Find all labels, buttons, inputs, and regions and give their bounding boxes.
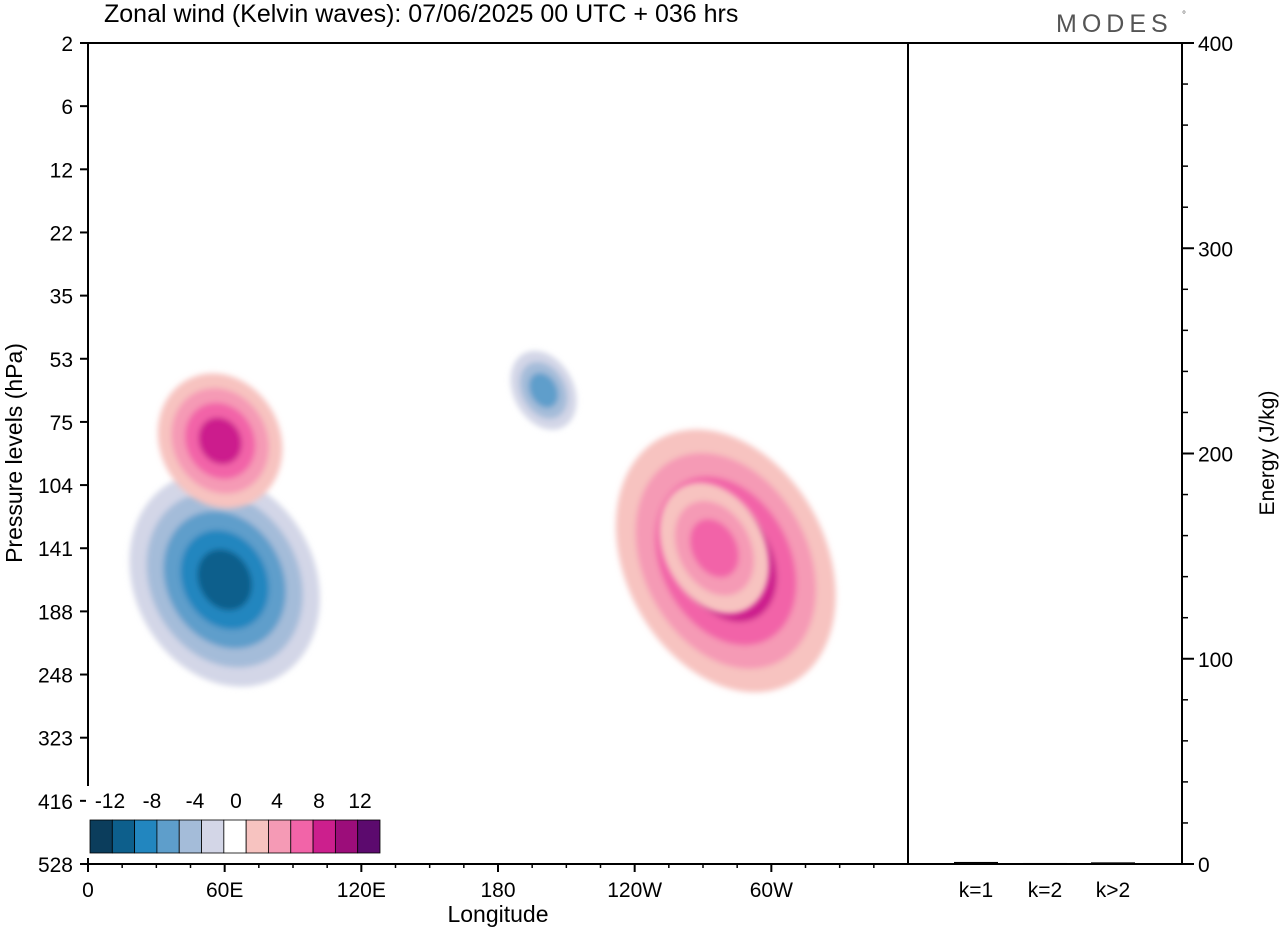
longitude-axis: 0 60E 120E 180 120W 60W bbox=[82, 864, 875, 902]
colorbar-label: 4 bbox=[271, 790, 283, 813]
y-tick-label: 248 bbox=[38, 665, 73, 688]
energy-bar-label: k=1 bbox=[959, 879, 993, 902]
colorbar-swatch bbox=[334, 819, 359, 854]
contour-feature bbox=[157, 373, 283, 509]
colorbar-swatch bbox=[357, 819, 381, 854]
colorbar-swatch bbox=[134, 819, 158, 854]
y-tick-label: 53 bbox=[50, 349, 73, 372]
y-tick-label: 416 bbox=[38, 791, 73, 814]
y-axis-title: Pressure levels (hPa) bbox=[1, 343, 27, 563]
colorbar-swatch bbox=[178, 819, 202, 854]
x-tick-label: 60E bbox=[206, 879, 243, 902]
x-axis-title: Longitude bbox=[447, 901, 548, 927]
y-tick-label: 35 bbox=[50, 286, 73, 309]
contour-band bbox=[528, 372, 559, 408]
contour-feature bbox=[659, 482, 770, 614]
y-tick-label: 141 bbox=[38, 538, 73, 561]
energy-tick-label: 0 bbox=[1198, 854, 1210, 877]
colorbar-label: 8 bbox=[313, 790, 325, 813]
y-tick-label: 323 bbox=[38, 728, 73, 751]
colorbar-swatch bbox=[312, 819, 336, 854]
pressure-axis: 2 6 12 22 35 53 75 104 141 188 248 323 416 528 bbox=[38, 33, 88, 877]
contour-band bbox=[197, 549, 252, 611]
x-tick-label: 180 bbox=[480, 879, 515, 902]
contour-feature bbox=[129, 472, 320, 687]
energy-axis-title: Energy (J/kg) bbox=[1256, 391, 1279, 516]
energy-bar bbox=[954, 861, 998, 864]
energy-tick-label: 200 bbox=[1198, 444, 1233, 467]
colorbar-label: -4 bbox=[186, 790, 205, 813]
y-tick-label: 6 bbox=[61, 96, 73, 119]
y-tick-label: 104 bbox=[38, 475, 73, 498]
y-tick-label: 528 bbox=[38, 854, 73, 877]
colorbar-label: 12 bbox=[348, 790, 371, 813]
brand-mark: ° bbox=[1182, 10, 1186, 21]
energy-bar-label: k>2 bbox=[1096, 879, 1130, 902]
y-tick-label: 12 bbox=[50, 159, 73, 182]
y-tick-label: 188 bbox=[38, 601, 73, 624]
energy-bar bbox=[1023, 862, 1067, 865]
colorbar-legend: -12 -8 -4 0 4 8 12 bbox=[86, 786, 384, 858]
contour-band bbox=[689, 519, 739, 578]
colorbar-swatch bbox=[268, 819, 292, 854]
energy-bars: k=1 k=2 k>2 bbox=[954, 861, 1135, 902]
brand-text: MODES bbox=[1056, 10, 1173, 38]
energy-bar-label: k=2 bbox=[1028, 879, 1062, 902]
colorbar-swatch bbox=[89, 819, 113, 854]
colorbar-label: -12 bbox=[95, 790, 125, 813]
colorbar-swatch bbox=[290, 819, 314, 854]
colorbar-swatch bbox=[156, 819, 180, 854]
colorbar-label: -8 bbox=[143, 790, 162, 813]
chart-title: Zonal wind (Kelvin waves): 07/06/2025 00… bbox=[104, 0, 738, 28]
y-tick-label: 22 bbox=[50, 222, 73, 245]
energy-tick-label: 300 bbox=[1198, 238, 1233, 261]
energy-panel-frame bbox=[907, 42, 1183, 865]
hovmoller-contours bbox=[129, 350, 836, 693]
x-tick-label: 120E bbox=[337, 879, 386, 902]
x-tick-label: 60W bbox=[750, 879, 793, 902]
contour-band bbox=[198, 417, 242, 465]
brand-logo: MODES ° bbox=[1056, 10, 1186, 38]
y-tick-label: 75 bbox=[50, 412, 73, 435]
x-tick-label: 0 bbox=[82, 879, 94, 902]
colorbar-swatch bbox=[245, 819, 269, 854]
colorbar-swatch bbox=[223, 819, 247, 854]
contour-feature bbox=[510, 350, 577, 430]
y-tick-label: 2 bbox=[61, 33, 73, 56]
colorbar-label: 0 bbox=[230, 790, 242, 813]
colorbar-swatch bbox=[201, 819, 225, 854]
energy-tick-label: 100 bbox=[1198, 649, 1233, 672]
energy-axis: 0 100 200 300 400 bbox=[1182, 33, 1233, 877]
colorbar-swatch bbox=[111, 819, 136, 854]
energy-bar bbox=[1091, 862, 1135, 864]
x-tick-label: 120W bbox=[607, 879, 662, 902]
energy-tick-label: 400 bbox=[1198, 33, 1233, 56]
